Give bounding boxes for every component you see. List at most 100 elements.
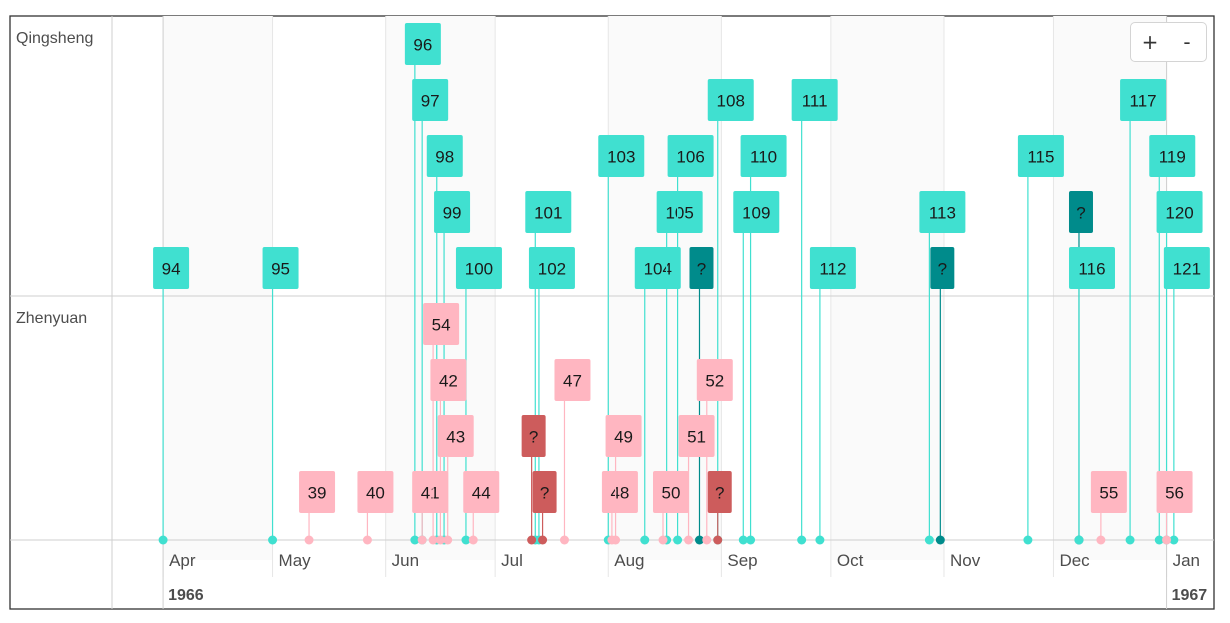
timeline-item-51[interactable]: 51 <box>678 415 715 540</box>
item-box[interactable] <box>930 247 955 289</box>
item-box[interactable] <box>634 247 681 289</box>
item-dot[interactable] <box>158 535 168 545</box>
item-dot[interactable] <box>268 535 278 545</box>
timeline-item-97[interactable]: 97 <box>412 79 449 540</box>
item-box[interactable] <box>598 135 645 177</box>
item-box[interactable] <box>521 415 546 457</box>
item-box[interactable] <box>423 303 460 345</box>
item-box[interactable] <box>656 191 703 233</box>
item-box[interactable] <box>1120 79 1167 121</box>
item-box[interactable] <box>153 247 190 289</box>
item-dot[interactable] <box>559 535 569 545</box>
item-dot[interactable] <box>304 535 314 545</box>
item-box[interactable] <box>1068 247 1115 289</box>
item-dot[interactable] <box>713 535 723 545</box>
item-box[interactable] <box>299 471 336 513</box>
zoom-out-button[interactable]: - <box>1168 22 1207 62</box>
item-dot[interactable] <box>702 535 712 545</box>
timeline-item-43[interactable]: 43 <box>437 415 474 540</box>
item-box[interactable] <box>434 191 471 233</box>
item-dot[interactable] <box>640 535 650 545</box>
item-box[interactable] <box>430 359 467 401</box>
timeline-item-40[interactable]: 40 <box>357 471 394 540</box>
item-dot[interactable] <box>1162 535 1172 545</box>
timeline-item-49[interactable]: 49 <box>605 415 642 540</box>
timeline-item-96[interactable]: 96 <box>404 23 441 540</box>
item-dot[interactable] <box>417 535 427 545</box>
timeline-item-102[interactable]: 102 <box>528 247 575 540</box>
item-dot[interactable] <box>797 535 807 545</box>
item-box[interactable] <box>1149 135 1196 177</box>
item-box[interactable] <box>696 359 733 401</box>
item-box[interactable] <box>1156 471 1193 513</box>
timeline-item-112[interactable]: 112 <box>809 247 856 540</box>
item-dot[interactable] <box>694 535 704 545</box>
item-dot[interactable] <box>611 535 621 545</box>
item-dot[interactable] <box>738 535 748 545</box>
item-dot[interactable] <box>1096 535 1106 545</box>
timeline-item-41[interactable]: 41 <box>412 471 449 540</box>
item-dot[interactable] <box>1125 535 1135 545</box>
timeline-item-104[interactable]: 104 <box>634 247 681 540</box>
item-dot[interactable] <box>527 535 537 545</box>
item-box[interactable] <box>667 135 714 177</box>
timeline-item-47[interactable]: 47 <box>554 359 591 540</box>
item-box[interactable] <box>707 471 732 513</box>
item-box[interactable] <box>678 415 715 457</box>
timeline-item-103[interactable]: 103 <box>598 135 645 540</box>
item-dot[interactable] <box>684 535 694 545</box>
timeline-item-unknown[interactable]: ? <box>930 247 955 540</box>
item-box[interactable] <box>605 415 642 457</box>
timeline-item-52[interactable]: 52 <box>696 359 733 540</box>
item-box[interactable] <box>740 135 787 177</box>
timeline-item-119[interactable]: 119 <box>1149 135 1196 540</box>
timeline-item-55[interactable]: 55 <box>1090 471 1127 540</box>
item-box[interactable] <box>528 247 575 289</box>
item-dot[interactable] <box>410 535 420 545</box>
item-dot[interactable] <box>538 535 548 545</box>
item-dot[interactable] <box>673 535 683 545</box>
item-box[interactable] <box>262 247 299 289</box>
item-dot[interactable] <box>924 535 934 545</box>
item-box[interactable] <box>733 191 780 233</box>
timeline-item-94[interactable]: 94 <box>153 247 190 540</box>
item-box[interactable] <box>412 79 449 121</box>
item-box[interactable] <box>357 471 394 513</box>
timeline-item-54[interactable]: 54 <box>423 303 460 540</box>
timeline-item-44[interactable]: 44 <box>463 471 500 540</box>
item-dot[interactable] <box>746 535 756 545</box>
zoom-in-button[interactable]: + <box>1130 22 1170 62</box>
item-dot[interactable] <box>461 535 471 545</box>
item-box[interactable] <box>707 79 754 121</box>
item-dot[interactable] <box>658 535 668 545</box>
item-box[interactable] <box>689 247 714 289</box>
item-box[interactable] <box>437 415 474 457</box>
item-dot[interactable] <box>1154 535 1164 545</box>
timeline-item-109[interactable]: 109 <box>733 191 780 540</box>
item-box[interactable] <box>412 471 449 513</box>
timeline-item-116[interactable]: 116 <box>1068 247 1115 540</box>
timeline-item-108[interactable]: 108 <box>707 79 754 540</box>
item-dot[interactable] <box>443 535 453 545</box>
item-box[interactable] <box>1090 471 1127 513</box>
item-dot[interactable] <box>362 535 372 545</box>
item-box[interactable] <box>1163 247 1210 289</box>
item-box[interactable] <box>791 79 838 121</box>
timeline-item-106[interactable]: 106 <box>667 135 714 540</box>
item-box[interactable] <box>1068 191 1093 233</box>
timeline-item-95[interactable]: 95 <box>262 247 299 540</box>
item-box[interactable] <box>601 471 638 513</box>
item-box[interactable] <box>532 471 557 513</box>
item-box[interactable] <box>426 135 463 177</box>
timeline-item-110[interactable]: 110 <box>740 135 787 540</box>
timeline-item-115[interactable]: 115 <box>1017 135 1064 540</box>
item-box[interactable] <box>1156 191 1203 233</box>
item-dot[interactable] <box>1074 535 1084 545</box>
timeline-item-50[interactable]: 50 <box>653 471 689 540</box>
item-dot[interactable] <box>1169 535 1179 545</box>
item-box[interactable] <box>455 247 502 289</box>
item-box[interactable] <box>653 471 689 513</box>
item-dot[interactable] <box>1023 535 1033 545</box>
item-dot[interactable] <box>428 535 438 545</box>
item-box[interactable] <box>525 191 572 233</box>
